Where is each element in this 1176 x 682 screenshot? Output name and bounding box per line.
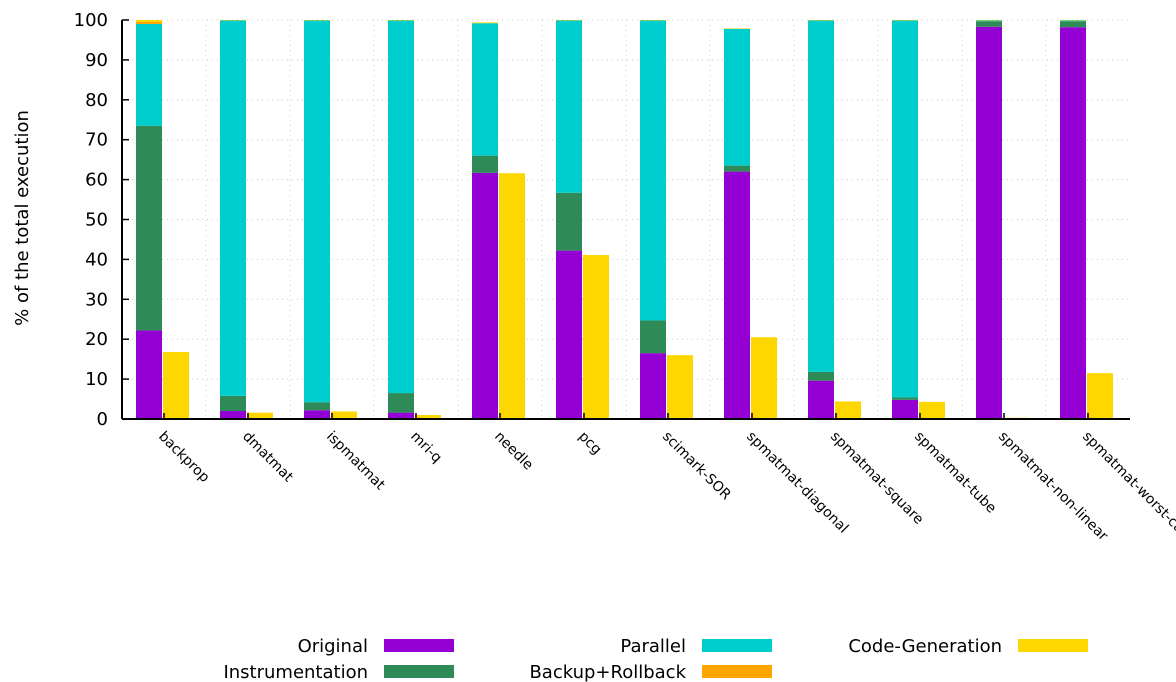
bar-spmatmat-non-linear-code-generation [976, 20, 1002, 21]
bar-pcg-parallel [556, 20, 582, 192]
bar-backprop-parallel [136, 24, 162, 126]
y-tick-label-6: 60 [85, 170, 108, 191]
bar-mri-q-code-generation [388, 20, 414, 21]
legend-swatch-3 [702, 665, 772, 678]
bar-scimark-SOR-code-generation-side [667, 355, 693, 419]
bar-ispmatmat-code-generation [304, 20, 330, 21]
bar-spmatmat-tube-code-generation-side [919, 402, 945, 419]
y-tick-label-2: 20 [85, 329, 108, 350]
legend-label-2: Parallel [620, 636, 686, 657]
bar-scimark-SOR-original [640, 353, 666, 419]
legend-swatch-1 [384, 665, 454, 678]
bar-spmatmat-worst-case-code-generation-side [1087, 373, 1113, 419]
bar-spmatmat-tube-instrumentation [892, 397, 918, 399]
legend-swatch-0 [384, 639, 454, 652]
bar-needle-code-generation [472, 22, 498, 23]
bar-spmatmat-non-linear-parallel [976, 20, 1002, 21]
bar-spmatmat-diagonal-code-generation-side [751, 337, 777, 419]
legend-label-3: Backup+Rollback [529, 662, 686, 682]
bar-pcg-original [556, 251, 582, 419]
bar-mri-q-instrumentation [388, 393, 414, 413]
bar-dmatmat-parallel [220, 20, 246, 395]
x-tick-labels: backprop dmatmat ispmatmat mri-q needle pcg sc… [155, 429, 1176, 548]
bar-spmatmat-square-original [808, 381, 834, 419]
y-tick-label-8: 80 [85, 90, 108, 111]
bar-scimark-SOR-parallel [640, 20, 666, 320]
y-tick-label-10: 100 [74, 10, 108, 31]
y-axis-label: % of the total execution [12, 110, 33, 326]
x-tick-label-mri-q: mri-q [407, 429, 445, 467]
bar-backprop-original [136, 330, 162, 419]
bar-dmatmat-code-generation [220, 20, 246, 21]
x-tick-label-spmatmat-tube: spmatmat-tube [911, 429, 999, 517]
y-tick-label-0: 0 [97, 409, 108, 430]
y-tick-label-9: 90 [85, 50, 108, 71]
bar-spmatmat-diagonal-parallel [724, 29, 750, 166]
bar-spmatmat-square-parallel [808, 20, 834, 372]
bar-pcg-instrumentation [556, 193, 582, 251]
y-tick-label-5: 50 [85, 210, 108, 231]
legend-swatch-4 [1018, 639, 1088, 652]
x-tick-label-spmatmat-square: spmatmat-square [827, 429, 926, 528]
y-tick-label-7: 70 [85, 130, 108, 151]
bar-mri-q-parallel [388, 20, 414, 393]
bar-ispmatmat-parallel [304, 20, 330, 402]
bar-needle-instrumentation [472, 156, 498, 173]
bar-needle-original [472, 173, 498, 419]
bar-ispmatmat-instrumentation [304, 402, 330, 410]
bar-spmatmat-tube-code-generation [892, 20, 918, 21]
bar-scimark-SOR-code-generation [640, 20, 666, 21]
bar-spmatmat-diagonal-original [724, 172, 750, 419]
bar-scimark-SOR-instrumentation [640, 320, 666, 353]
x-tick-label-ispmatmat: ispmatmat [323, 429, 388, 494]
bar-spmatmat-non-linear-original [976, 27, 1002, 419]
bar-spmatmat-diagonal-instrumentation [724, 166, 750, 172]
bar-backprop-code-generation-side [163, 352, 189, 419]
x-tick-label-pcg: pcg [575, 429, 604, 458]
x-tick-label-needle: needle [491, 429, 536, 474]
legend: Original Instrumentation Parallel Backup+Ro… [223, 636, 1088, 682]
legend-label-4: Code-Generation [848, 636, 1002, 657]
y-tick-label-4: 40 [85, 249, 108, 270]
y-tick-label-1: 10 [85, 369, 108, 390]
bar-pcg-code-generation [556, 20, 582, 21]
bar-backprop-code-generation [136, 20, 162, 22]
bar-needle-parallel [472, 23, 498, 155]
bar-spmatmat-square-code-generation [808, 20, 834, 21]
bar-spmatmat-worst-case-instrumentation [1060, 21, 1086, 27]
bar-spmatmat-tube-parallel [892, 20, 918, 397]
x-tick-label-backprop: backprop [155, 429, 212, 486]
bar-dmatmat-instrumentation [220, 396, 246, 411]
legend-label-0: Original [298, 636, 368, 657]
bar-spmatmat-square-code-generation-side [835, 401, 861, 419]
bar-backprop-instrumentation [136, 126, 162, 331]
bar-spmatmat-square-instrumentation [808, 372, 834, 381]
bar-backprop-backup-rollback [136, 22, 162, 24]
bar-needle-code-generation-side [499, 173, 525, 419]
bar-spmatmat-worst-case-code-generation [1060, 20, 1086, 21]
x-tick-label-dmatmat: dmatmat [239, 429, 296, 486]
legend-label-1: Instrumentation [223, 662, 368, 682]
bar-spmatmat-worst-case-original [1060, 27, 1086, 419]
bar-spmatmat-non-linear-instrumentation [976, 21, 1002, 27]
bar-ispmatmat-code-generation-side [331, 411, 357, 419]
bar-spmatmat-worst-case-parallel [1060, 20, 1086, 21]
bar-spmatmat-tube-original [892, 400, 918, 419]
y-tick-labels: 0 10 20 30 40 50 60 70 80 90 100 [74, 10, 108, 430]
x-tick-label-scimark-SOR: scimark-SOR [659, 429, 734, 504]
bar-ispmatmat-original [304, 410, 330, 419]
legend-swatch-2 [702, 639, 772, 652]
y-tick-label-3: 30 [85, 289, 108, 310]
bar-pcg-code-generation-side [583, 255, 609, 419]
bar-spmatmat-diagonal-code-generation [724, 28, 750, 29]
bar-dmatmat-original [220, 411, 246, 419]
